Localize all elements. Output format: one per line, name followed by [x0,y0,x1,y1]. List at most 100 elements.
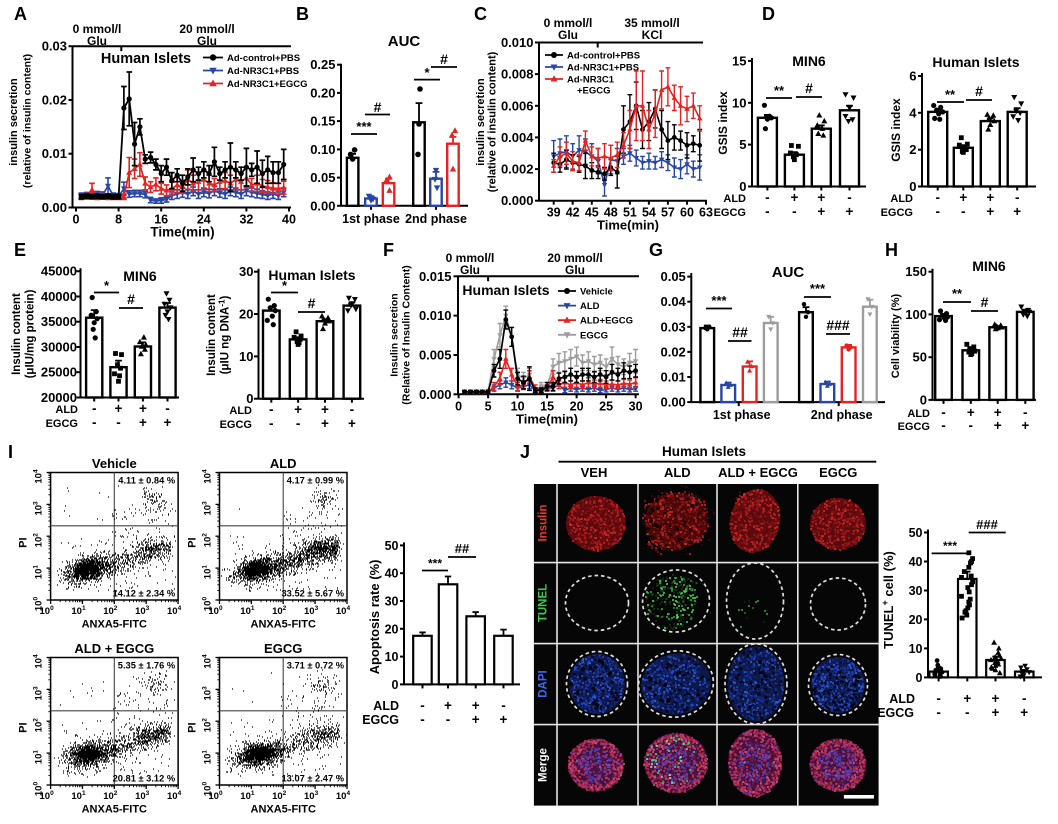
svg-text:Human Islets: Human Islets [932,54,1019,70]
svg-text:0.02: 0.02 [660,344,685,359]
svg-text:#: # [805,80,813,96]
svg-text:-: - [847,190,852,205]
svg-text:20: 20 [909,613,923,627]
svg-text:30: 30 [629,399,643,413]
svg-text:Insulin content: Insulin content [11,293,23,375]
svg-text:2nd phase: 2nd phase [405,212,467,226]
svg-text:(relative of insulin content): (relative of insulin content) [487,51,499,192]
svg-text:0 mmol/l: 0 mmol/l [446,251,495,265]
svg-text:50: 50 [385,539,399,553]
svg-text:*: * [282,278,288,293]
svg-text:0.010: 0.010 [501,35,534,50]
svg-text:-: - [935,190,940,205]
svg-text:57: 57 [661,206,675,220]
svg-text:0.010: 0.010 [419,308,452,323]
svg-text:Ad-NR3C1: Ad-NR3C1 [567,75,615,86]
svg-text:***: *** [356,119,372,134]
svg-text:+: + [115,401,123,416]
svg-text:EGCG: EGCG [46,418,78,430]
svg-text:***: *** [810,281,826,296]
svg-text:50: 50 [913,350,927,365]
svg-text:+: + [1013,204,1021,219]
svg-text:ALD+EGCG: ALD+EGCG [580,316,633,327]
svg-text:MIN6: MIN6 [972,258,1006,274]
svg-text:ALD: ALD [723,193,746,205]
svg-text:-: - [969,418,974,433]
svg-text:20: 20 [239,307,253,322]
svg-text:16: 16 [154,213,168,227]
svg-text:0: 0 [909,179,916,194]
svg-text:+: + [992,691,1000,706]
svg-text:0 mmol/l: 0 mmol/l [73,22,122,36]
svg-text:H: H [885,240,898,260]
svg-text:0.00: 0.00 [310,198,335,213]
svg-text:Glu: Glu [558,28,578,42]
svg-text:ALD: ALD [229,405,252,417]
svg-text:-: - [765,204,770,219]
svg-text:Human Islets: Human Islets [101,51,191,67]
svg-text:30: 30 [385,595,399,609]
svg-text:45: 45 [585,206,599,220]
svg-text:AUC: AUC [772,264,805,281]
svg-text:4.17 ± 0.99 %: 4.17 ± 0.99 % [287,476,345,486]
svg-text:+: + [139,401,147,416]
svg-text:###: ### [976,517,998,532]
svg-text:54: 54 [642,206,656,220]
svg-text:40000: 40000 [41,289,77,304]
svg-text:##: ## [732,324,748,340]
svg-text:-: - [941,405,946,420]
svg-text:20: 20 [385,622,399,636]
svg-text:J: J [520,442,530,462]
svg-text:+: + [963,691,971,706]
svg-text:Vehicle: Vehicle [580,287,613,298]
svg-text:EGCG: EGCG [819,465,857,480]
svg-text:1st phase: 1st phase [342,212,400,226]
svg-text:ALD: ALD [664,465,691,480]
svg-text:Glu: Glu [87,34,107,48]
svg-text:25: 25 [599,399,613,413]
svg-text:ANXA5-FITC: ANXA5-FITC [82,619,147,631]
svg-text:-: - [935,204,940,219]
svg-text:14.12 ± 2.34 %: 14.12 ± 2.34 % [113,589,176,599]
svg-text:-: - [961,204,966,219]
svg-text:insulin secretion: insulin secretion [8,78,20,166]
svg-text:0.002: 0.002 [501,162,534,177]
svg-text:F: F [383,240,394,260]
svg-text:D: D [762,4,775,24]
svg-text:3.71 ± 0.72 %: 3.71 ± 0.72 % [287,661,345,671]
svg-text:#: # [975,83,983,99]
svg-text:Cell viability (%): Cell viability (%) [890,293,902,378]
svg-text:EGCG: EGCG [881,207,913,219]
svg-text:Insulin secretion: Insulin secretion [389,293,401,376]
svg-text:*: * [424,65,430,80]
svg-text:-: - [420,698,425,713]
svg-text:(Relative of Insulin Content): (Relative of Insulin Content) [401,265,413,404]
svg-text:0: 0 [246,391,253,406]
svg-text:0.05: 0.05 [660,269,685,284]
svg-text:2: 2 [909,142,916,157]
svg-text:+EGCG: +EGCG [577,86,611,97]
svg-text:ALD: ALD [270,456,297,471]
svg-text:35 mmol/l: 35 mmol/l [624,16,679,30]
svg-text:+: + [986,190,994,205]
svg-text:1st phase: 1st phase [713,408,771,422]
svg-text:10: 10 [511,399,525,413]
svg-text:20.81 ± 3.12 %: 20.81 ± 3.12 % [113,774,176,784]
svg-text:-: - [765,190,770,205]
svg-text:30: 30 [239,264,253,279]
svg-text:Apoptosis rate (%): Apoptosis rate (%) [367,560,382,675]
svg-text:Glu: Glu [197,34,217,48]
svg-text:+: + [294,402,302,417]
svg-text:-: - [965,705,970,720]
svg-text:8: 8 [115,213,122,227]
svg-text:GSIS index: GSIS index [716,91,730,155]
svg-text:+: + [967,405,975,420]
svg-text:0.000: 0.000 [419,387,452,402]
svg-text:0.00: 0.00 [660,395,685,410]
svg-text:(μIU ng DNA-1): (μIU ng DNA-1) [217,295,232,374]
svg-text:0.00: 0.00 [42,200,67,215]
svg-text:EGCG: EGCG [580,330,608,341]
svg-text:2nd phase: 2nd phase [811,408,873,422]
svg-text:A: A [14,4,27,24]
svg-text:-: - [116,415,121,430]
